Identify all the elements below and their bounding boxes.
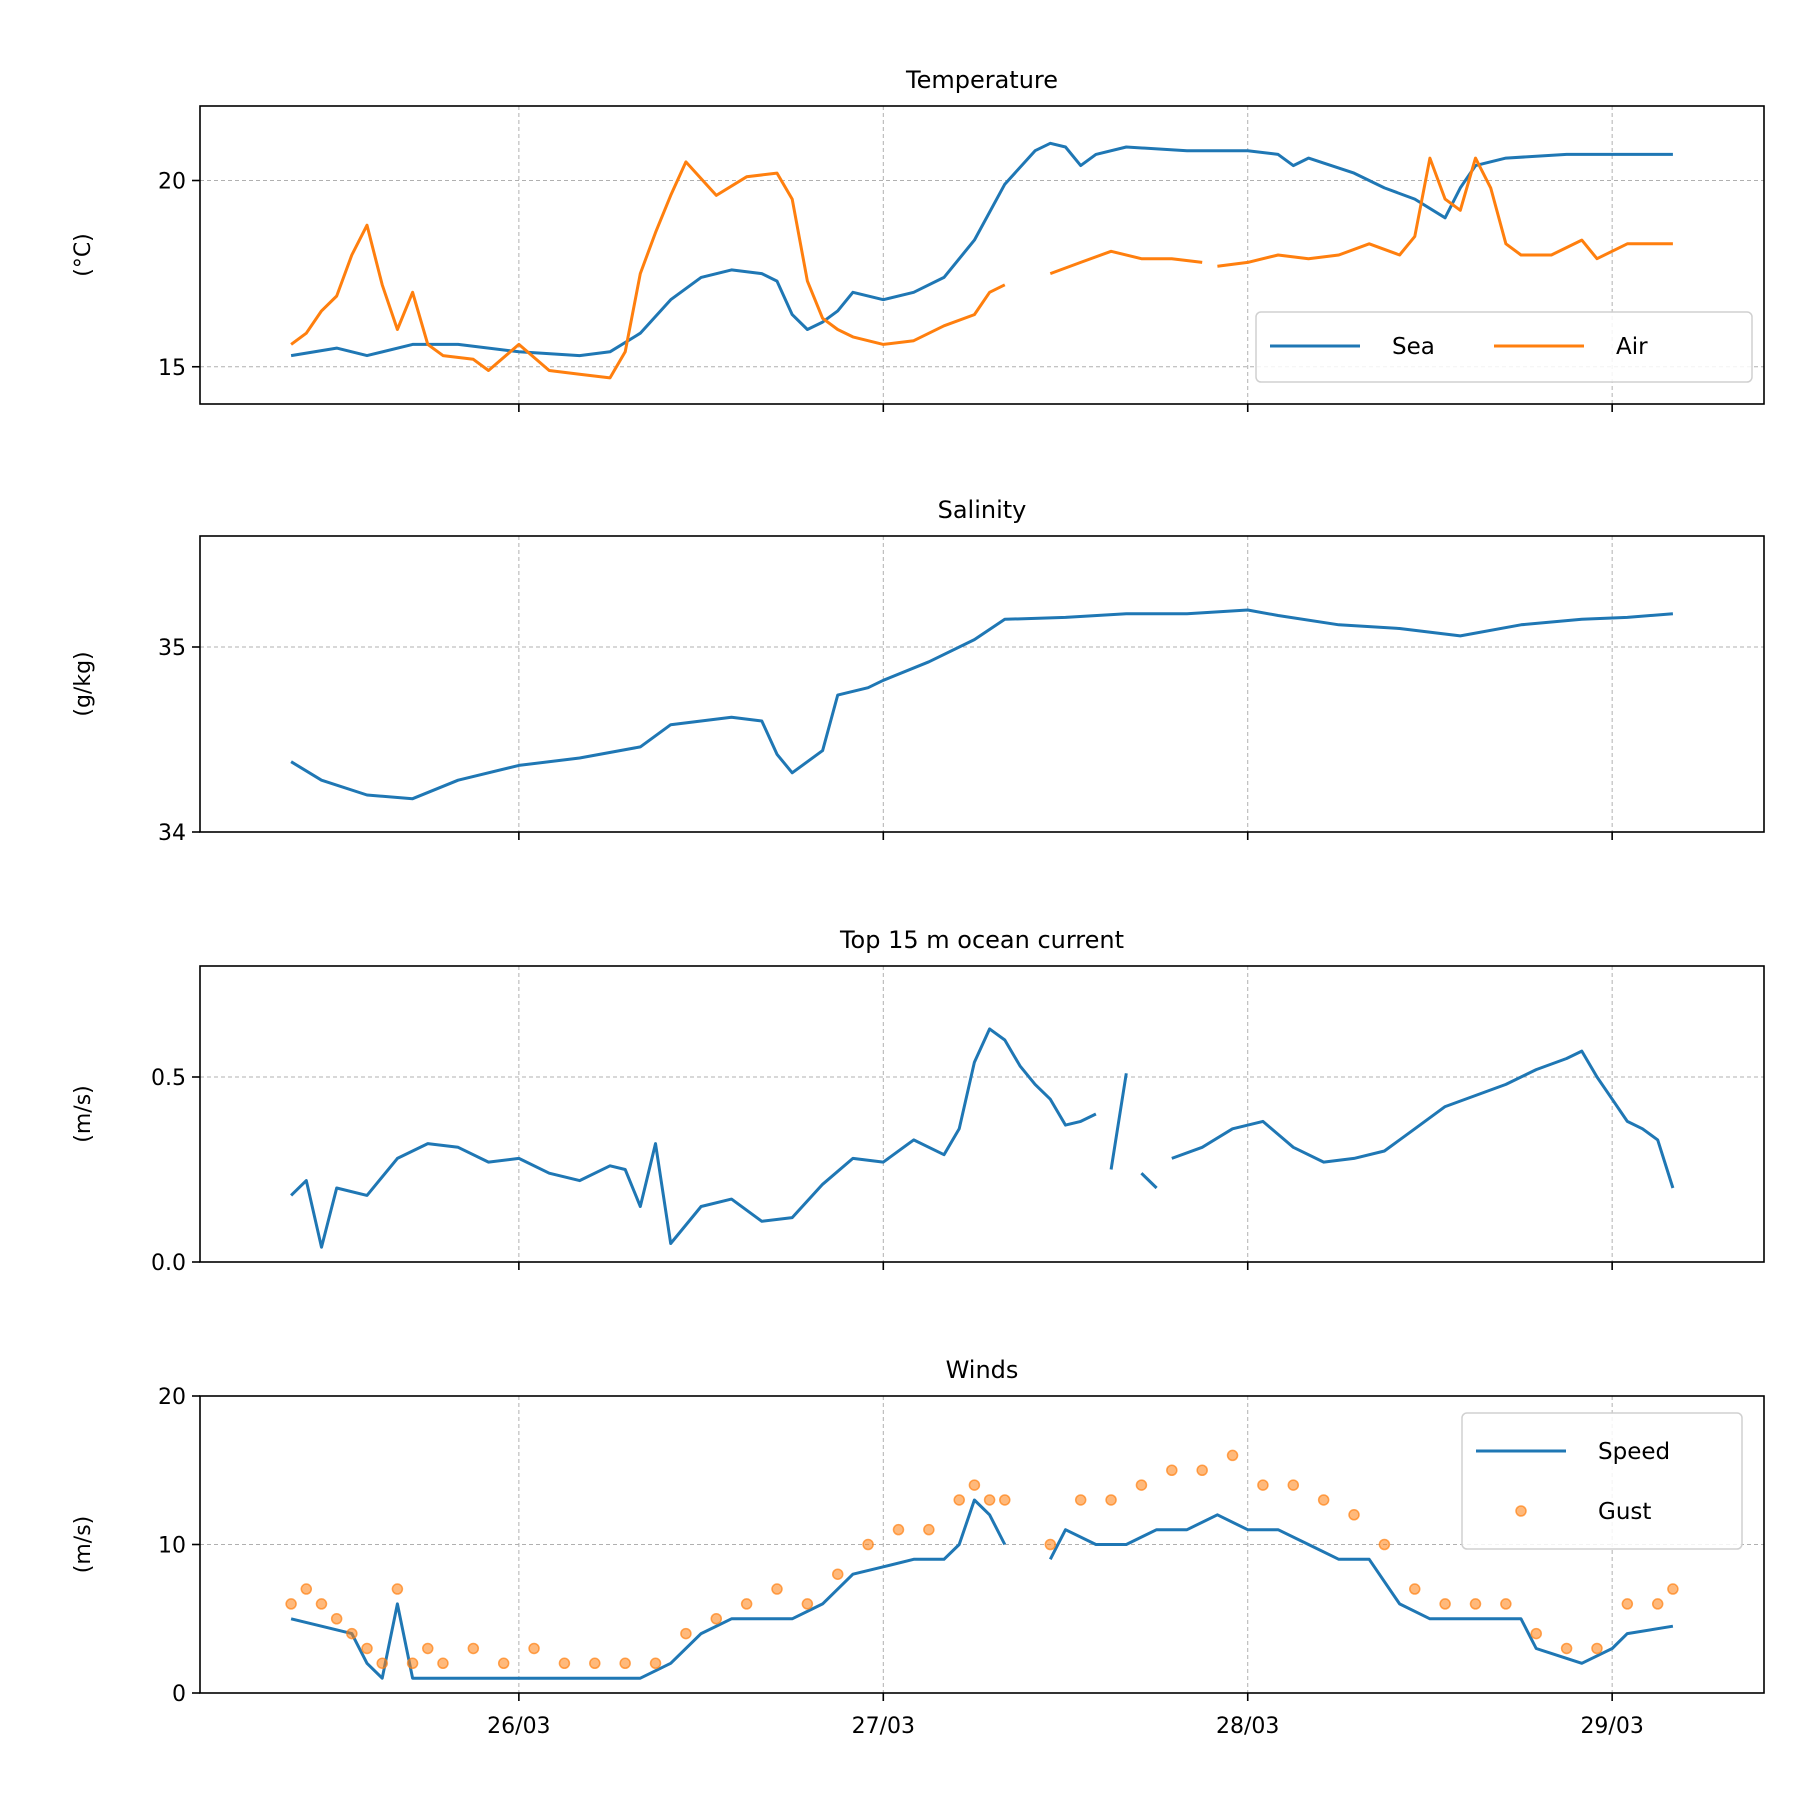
gust-point (589, 1657, 601, 1670)
panel-2: 0.0 0.5 Top 15 m ocean current (m/s) (71, 926, 1765, 1276)
gust-point (422, 1642, 434, 1655)
gust-point (467, 1642, 480, 1655)
gust-point (680, 1627, 692, 1640)
gust-point (330, 1613, 343, 1625)
gust-point (1257, 1479, 1269, 1491)
legend: Speed Gust (1461, 1412, 1743, 1550)
gust-point (1667, 1583, 1679, 1595)
gust-point (346, 1627, 358, 1640)
x-tick-label: 27/03 (852, 1714, 915, 1739)
gust-point (1591, 1642, 1603, 1655)
gust-point (406, 1657, 419, 1670)
legend-box (1461, 1412, 1743, 1550)
gust-point (1196, 1464, 1208, 1476)
panel-1: 34 35 Salinity (g/kg) (71, 496, 1765, 846)
gust-point (497, 1657, 510, 1670)
series-line-value (290, 608, 1674, 801)
x-tick-label: 28/03 (1216, 1714, 1279, 1739)
axes-frame (199, 105, 1765, 405)
gust-point (1378, 1538, 1391, 1551)
x-tick-label: 26/03 (487, 1714, 550, 1739)
gust-point (376, 1657, 388, 1670)
gust-point (710, 1613, 723, 1625)
series-line-speed (290, 1498, 1674, 1680)
panel-title: Salinity (938, 496, 1027, 524)
gust-point (1226, 1449, 1239, 1462)
series-line-air (290, 156, 1673, 380)
legend-label: Air (1616, 334, 1648, 360)
gust-point (923, 1523, 935, 1536)
y-tick-label: 0.5 (151, 1066, 186, 1091)
gust-point (1135, 1479, 1148, 1491)
panel-title: Top 15 m ocean current (839, 926, 1124, 954)
gust-point (285, 1598, 297, 1610)
gust-point (968, 1479, 981, 1491)
gust-point (649, 1657, 662, 1670)
legend-label: Speed (1598, 1439, 1670, 1465)
x-tick-label: 29/03 (1580, 1714, 1643, 1739)
axes-frame (199, 535, 1765, 833)
y-tick-label: 35 (158, 636, 186, 661)
gust-point (1439, 1598, 1451, 1610)
gust-point (1105, 1494, 1117, 1506)
y-tick-label: 34 (158, 821, 186, 846)
gust-point (999, 1494, 1011, 1506)
gust-point (983, 1494, 996, 1506)
gust-point (1074, 1494, 1087, 1506)
gust-point (619, 1657, 631, 1670)
gust-point (771, 1583, 783, 1595)
gust-point (361, 1642, 373, 1655)
panel-3: 0 10 20 26/03 27/03 28/03 29/03 Winds (m/s) Speed… (71, 1356, 1765, 1739)
gust-point (1409, 1583, 1421, 1595)
gust-point (1348, 1509, 1360, 1521)
gust-point (862, 1538, 874, 1551)
gust-point (1651, 1598, 1664, 1610)
legend-swatch (1515, 1505, 1527, 1517)
y-tick-label: 0.0 (151, 1251, 186, 1276)
gust-point (1500, 1598, 1512, 1610)
y-tick-label: 20 (158, 1385, 186, 1410)
gust-point (740, 1598, 753, 1610)
y-axis-label: (g/kg) (71, 651, 96, 716)
gust-point (1530, 1627, 1542, 1640)
panel-title: Temperature (905, 66, 1058, 94)
y-tick-label: 10 (158, 1534, 186, 1559)
gust-point (558, 1657, 571, 1670)
gust-point (953, 1494, 965, 1506)
panel-0: 15 20 Temperature (°C) Sea Air (71, 66, 1765, 412)
y-tick-label: 20 (158, 170, 186, 195)
gust-point (1469, 1598, 1482, 1610)
gust-point (831, 1568, 844, 1580)
series-line-sea (290, 141, 1673, 358)
gust-point (1287, 1479, 1300, 1491)
y-tick-label: 15 (158, 356, 186, 381)
gust-point (315, 1598, 328, 1610)
legend-label: Sea (1392, 334, 1435, 360)
y-axis-label: (m/s) (71, 1516, 96, 1573)
gust-point (300, 1583, 313, 1595)
panel-title: Winds (946, 1356, 1019, 1384)
gust-point (528, 1642, 540, 1655)
y-axis-label: (°C) (71, 233, 96, 277)
gust-point (801, 1598, 814, 1610)
y-tick-label: 0 (172, 1682, 186, 1707)
legend: Sea Air (1255, 311, 1753, 383)
gust-point (1317, 1494, 1330, 1506)
gust-point (1166, 1464, 1178, 1476)
legend-label: Gust (1598, 1499, 1651, 1525)
series-line-value (290, 1027, 1675, 1249)
axes-frame (199, 965, 1765, 1263)
gust-point (1560, 1642, 1573, 1655)
gust-point (391, 1583, 404, 1595)
gust-point (892, 1523, 905, 1536)
gust-point (1044, 1538, 1057, 1551)
gust-point (1621, 1598, 1634, 1610)
y-axis-label: (m/s) (71, 1085, 96, 1142)
gust-point (437, 1657, 449, 1670)
